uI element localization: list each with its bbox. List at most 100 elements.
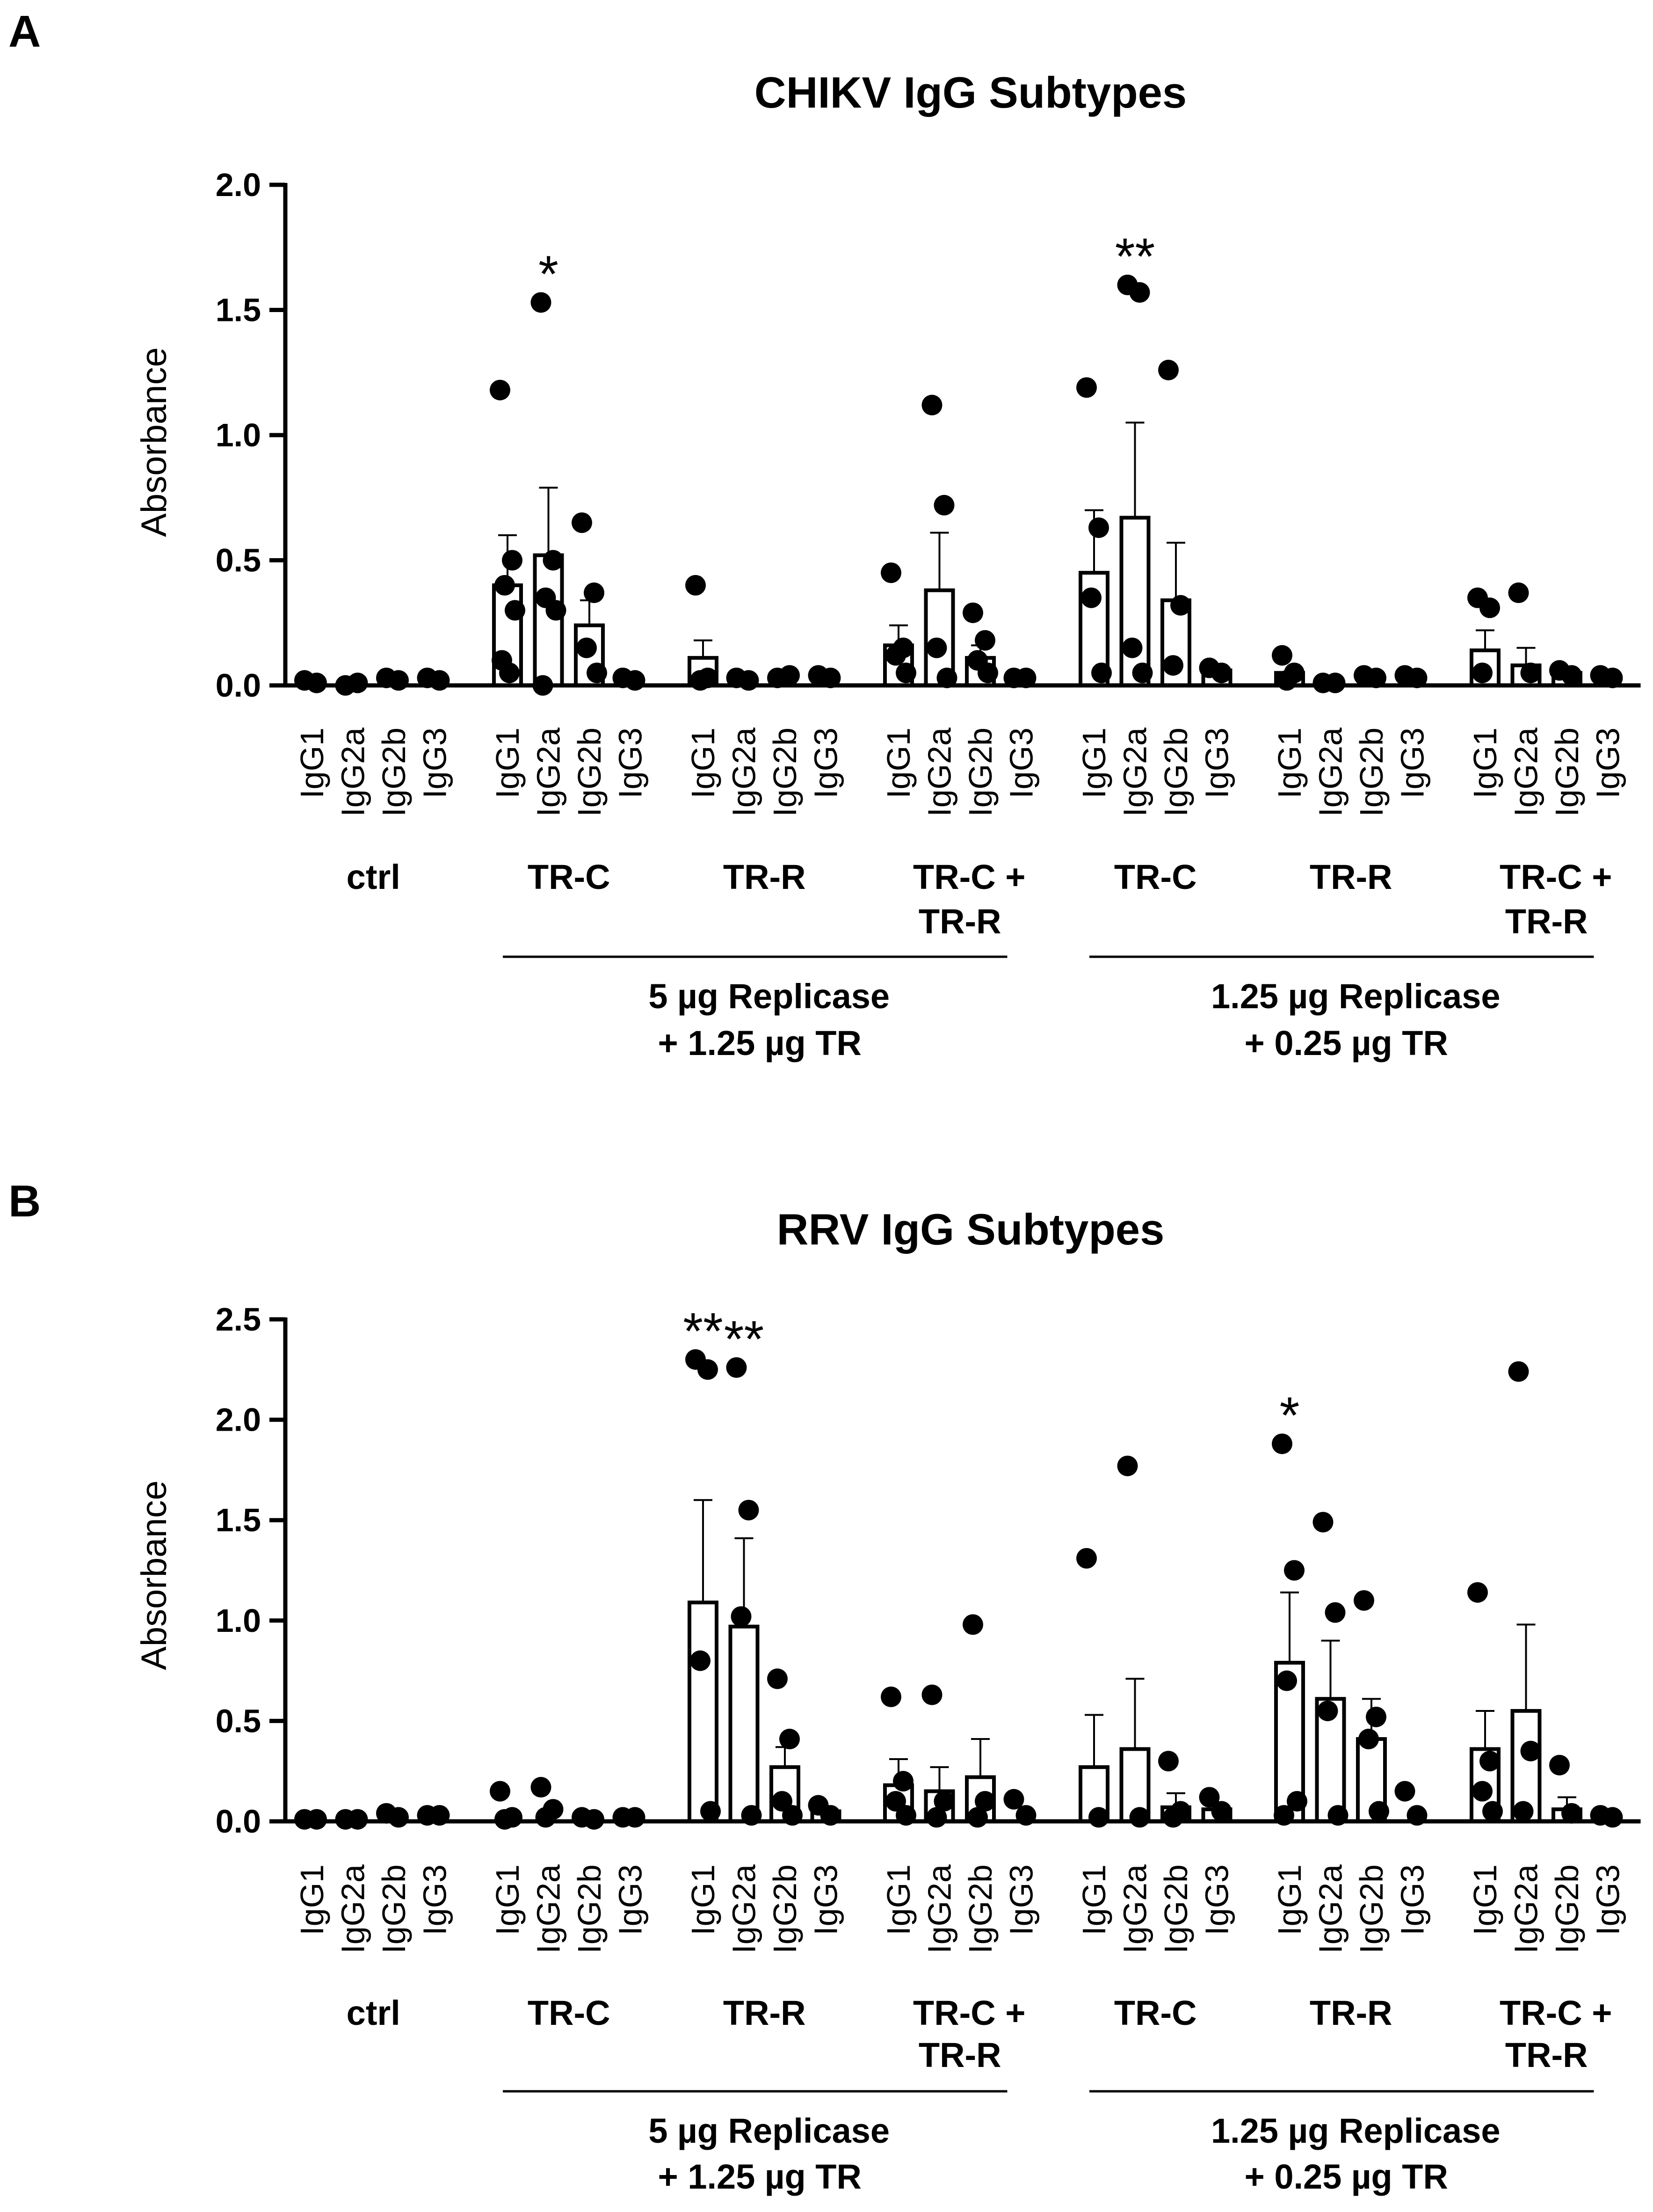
subtype-label: IgG2b (376, 728, 412, 817)
data-point (543, 550, 564, 571)
group-label-line: TR-R (1505, 2036, 1588, 2074)
subtype-label: IgG2b (1353, 1864, 1390, 1954)
y-tick-label: 1.5 (216, 292, 261, 328)
subtype-label: IgG1 (294, 1864, 330, 1936)
data-point (1513, 1801, 1534, 1822)
subtype-label: IgG2a (726, 1864, 762, 1954)
data-point (1211, 1801, 1232, 1822)
significance-marker: ** (1115, 228, 1155, 285)
data-point (1158, 359, 1179, 380)
dose-labels: 5 µg Replicase + 1.25 µg TR 1.25 µg Replic… (503, 955, 1594, 1062)
data-point (490, 379, 510, 400)
data-point (530, 292, 551, 313)
data-point (502, 550, 522, 571)
data-point (1088, 517, 1109, 538)
subtype-label: IgG3 (1199, 1864, 1235, 1936)
data-point (963, 1614, 983, 1635)
significance-marker: ** (724, 1310, 764, 1368)
subtype-label: IgG1 (685, 1864, 721, 1936)
y-tick-label: 0.5 (216, 1703, 261, 1739)
subtype-label: IgG2b (767, 1864, 803, 1954)
y-axis-label: Absorbance (134, 347, 174, 537)
data-point (881, 562, 901, 583)
panel-label: B (8, 1176, 41, 1226)
data-point (429, 670, 450, 691)
subtype-label: IgG2a (335, 728, 371, 817)
data-point (1132, 662, 1153, 684)
chart-title: RRV IgG Subtypes (777, 1205, 1165, 1254)
significance-markers: ** *** (683, 1302, 1299, 1444)
subtype-label: IgG2a (726, 728, 762, 817)
data-point (1272, 645, 1292, 666)
data-point (967, 1807, 988, 1828)
bar-series (492, 516, 1582, 688)
dose-label: 5 µg Replicase (648, 2111, 890, 2150)
data-point (731, 1606, 752, 1627)
subtype-label: IgG1 (880, 1864, 917, 1936)
data-point (896, 662, 916, 684)
data-point (697, 1359, 718, 1380)
data-point (690, 670, 710, 691)
group-label: TR-C (528, 1994, 610, 2032)
dose-label: 1.25 µg Replicase (1211, 977, 1501, 1016)
data-point (975, 1791, 995, 1812)
subtype-label: IgG2b (1549, 1864, 1585, 1954)
data-point (767, 1668, 788, 1689)
data-point (690, 1650, 710, 1671)
y-tick-label: 1.0 (216, 1602, 261, 1639)
data-points (294, 275, 1623, 696)
data-point (624, 1807, 645, 1828)
subtype-label: IgG2a (921, 1864, 958, 1954)
subtype-label: IgG2a (1117, 1864, 1153, 1954)
data-point (1091, 662, 1112, 684)
y-tick-label: 0.0 (216, 1803, 261, 1840)
group-label: TR-R (723, 1994, 806, 2032)
data-point (1561, 1803, 1582, 1824)
dose-label: + 0.25 µg TR (1245, 2157, 1448, 2196)
data-point (1015, 667, 1037, 688)
data-point (1317, 1700, 1338, 1721)
subtype-label: IgG3 (1003, 728, 1040, 799)
data-point (936, 667, 957, 688)
data-point (306, 672, 327, 693)
data-point (1366, 1706, 1386, 1727)
data-point (587, 662, 607, 684)
data-point (1479, 597, 1500, 618)
subtype-label: IgG3 (1590, 728, 1626, 799)
dose-label: + 1.25 µg TR (658, 2157, 862, 2196)
subtype-label: IgG2b (962, 728, 999, 817)
subtype-label: IgG3 (808, 728, 844, 799)
group-label-line: TR-R (1505, 902, 1588, 941)
subtype-label: IgG2b (571, 1864, 608, 1954)
data-point (738, 1499, 759, 1521)
group-label: TR-R (1310, 858, 1392, 896)
dose-label: + 1.25 µg TR (658, 1024, 862, 1062)
data-point (388, 1807, 409, 1828)
x-axis: IgG1 IgG2a IgG2b IgG3 IgG1 IgG2a IgG2b IgG3 IgG1… (285, 683, 1641, 817)
subtype-label: IgG2b (1158, 1864, 1194, 1954)
subtype-label: IgG2a (530, 1864, 567, 1954)
data-points (294, 1349, 1623, 1830)
subtype-label: IgG2a (1117, 728, 1153, 817)
data-point (1520, 662, 1541, 684)
dose-labels: 5 µg Replicase + 1.25 µg TR 1.25 µg Replic… (503, 2090, 1594, 2196)
data-point (963, 602, 983, 623)
panel-b: B RRV IgG Subtypes Absorbance 0.0 0.5 1.0 1… (8, 1176, 1641, 2196)
subtype-label: IgG1 (1076, 728, 1112, 799)
data-point (1602, 667, 1623, 688)
subtype-label: IgG3 (1590, 1864, 1626, 1936)
data-point (1508, 1361, 1529, 1382)
panel-a: A CHIKV IgG Subtypes Absorbance 0.0 0.5 1.… (8, 7, 1641, 1062)
data-point (926, 1807, 947, 1828)
group-labels: ctrl TR-C TR-R TR-C + TR-R TR-C TR-R TR-C + TR-R (347, 858, 1612, 941)
group-label: TR-C + TR-R (1500, 1994, 1612, 2074)
data-point (576, 637, 597, 658)
subtype-label: IgG2b (767, 728, 803, 817)
group-label: ctrl (347, 858, 400, 896)
y-tick-label: 2.0 (216, 167, 261, 203)
subtype-label: IgG2a (335, 1864, 371, 1954)
data-point (624, 670, 645, 691)
data-point (779, 665, 800, 686)
data-point (1369, 1801, 1389, 1822)
bar (728, 1624, 760, 1824)
